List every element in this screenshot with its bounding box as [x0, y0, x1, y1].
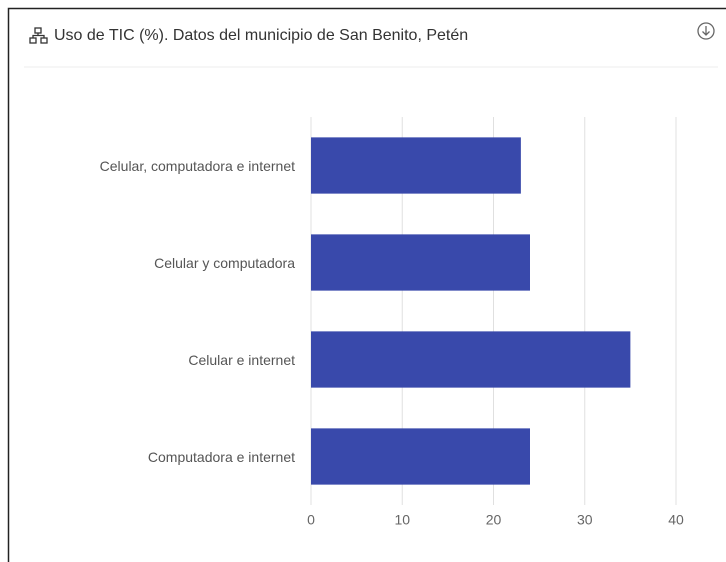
hierarchy-icon	[29, 27, 48, 44]
bar	[311, 234, 530, 291]
y-tick-label: Computadora e internet	[148, 449, 295, 465]
x-tick-label: 30	[577, 512, 593, 528]
y-tick-label: Celular e internet	[188, 352, 295, 368]
y-tick-label: Celular, computadora e internet	[100, 158, 295, 174]
x-tick-label: 10	[394, 512, 410, 528]
y-tick-label: Celular y computadora	[154, 255, 295, 271]
bar	[311, 331, 631, 388]
x-tick-label: 20	[486, 512, 502, 528]
download-button[interactable]	[697, 22, 715, 40]
x-tick-label: 0	[307, 512, 315, 528]
bar	[311, 428, 530, 485]
chart-title: Uso de TIC (%). Datos del municipio de S…	[54, 27, 468, 44]
x-tick-label: 40	[668, 512, 684, 528]
bar	[311, 137, 521, 194]
